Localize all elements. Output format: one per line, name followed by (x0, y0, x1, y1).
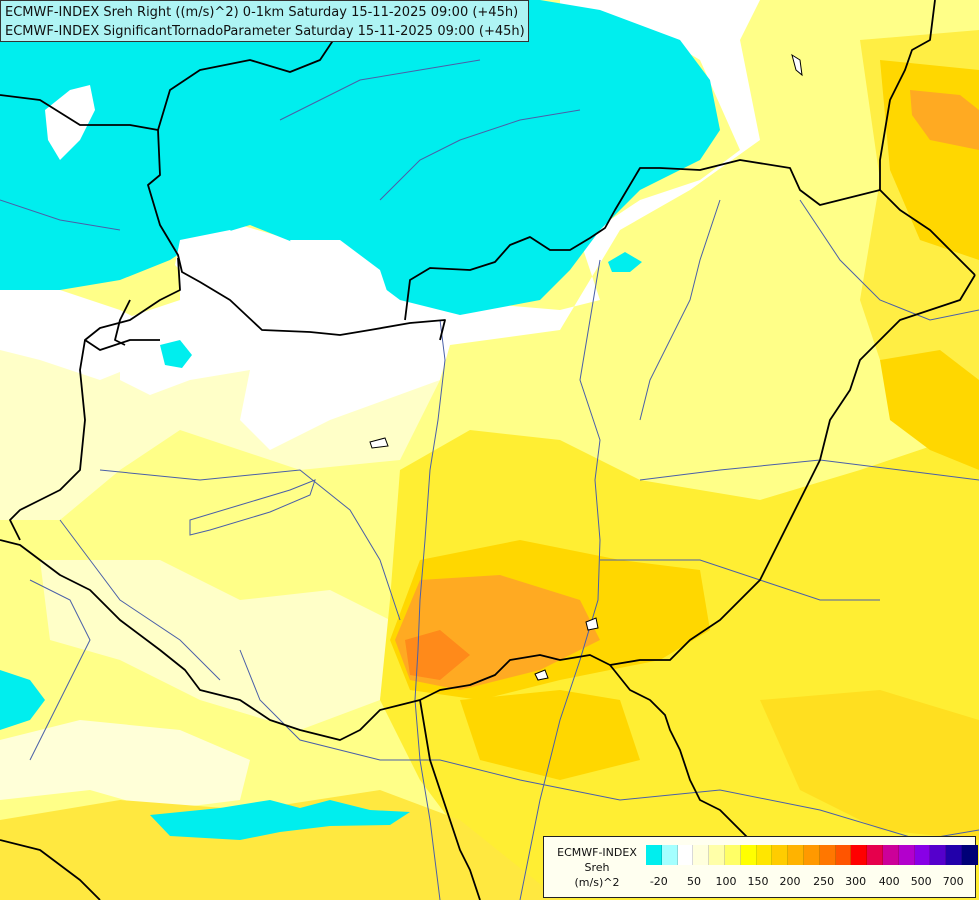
legend-tick: 250 (813, 875, 835, 888)
legend-swatch (740, 845, 757, 865)
legend-tick: 200 (779, 875, 801, 888)
legend-swatch (788, 845, 804, 865)
legend-title: ECMWF-INDEX Sreh (m/s)^2 (548, 845, 646, 890)
color-legend: ECMWF-INDEX Sreh (m/s)^2 -20 50 100 150 200 2… (543, 836, 978, 898)
legend-ticks: -20 50 100 150 200 250 300 400 500 700 (646, 875, 966, 889)
legend-swatch (677, 845, 694, 865)
field-pale-southwest2 (0, 720, 250, 810)
field-white-hole3 (290, 240, 390, 320)
legend-swatch (882, 845, 899, 865)
field-white-hole2 (175, 230, 260, 290)
legend-swatch (709, 845, 725, 865)
field-orange-east (910, 90, 979, 150)
field-cyan-sw (0, 670, 45, 730)
legend-swatch (946, 845, 962, 865)
map-title-box: ECMWF-INDEX Sreh Right ((m/s)^2) 0-1km S… (0, 0, 529, 42)
legend-swatch (693, 845, 710, 865)
field-gold-se (880, 350, 979, 470)
legend-tick: 700 (942, 875, 964, 888)
title-line-2: ECMWF-INDEX SignificantTornadoParameter … (5, 24, 525, 39)
legend-swatch (961, 845, 978, 865)
field-white-hole1 (45, 85, 95, 160)
legend-swatch (819, 845, 836, 865)
legend-swatch (756, 845, 773, 865)
field-cyan-s (150, 800, 410, 840)
field-gold-se2 (760, 690, 979, 840)
legend-swatch (898, 845, 915, 865)
legend-tick: 400 (878, 875, 900, 888)
lakes (369, 53, 803, 681)
legend-tick: 300 (845, 875, 867, 888)
legend-swatch (772, 845, 789, 865)
legend-swatch (851, 845, 868, 865)
field-white-west (0, 280, 160, 380)
legend-parameter: Sreh (584, 861, 610, 874)
legend-swatch (803, 845, 820, 865)
legend-swatch (930, 845, 947, 865)
legend-swatch (835, 845, 852, 865)
legend-unit: (m/s)^2 (574, 876, 620, 889)
legend-swatch (661, 845, 678, 865)
legend-tick: -20 (649, 875, 668, 888)
field-cyan-spot (608, 252, 642, 272)
legend-swatch (914, 845, 931, 865)
legend-swatches (646, 845, 978, 865)
legend-tick: 50 (687, 875, 701, 888)
title-line-1: ECMWF-INDEX Sreh Right ((m/s)^2) 0-1km S… (5, 5, 519, 20)
field-gold-south (460, 690, 640, 780)
legend-tick: 100 (715, 875, 737, 888)
legend-tick: 150 (747, 875, 769, 888)
legend-swatch (646, 845, 662, 865)
legend-tick: 500 (910, 875, 932, 888)
rivers (0, 59, 979, 900)
legend-source: ECMWF-INDEX (557, 846, 637, 859)
field-white-band (120, 0, 979, 450)
field-darkorange (405, 630, 470, 680)
field-cyan-spot2 (160, 340, 192, 368)
legend-swatch (724, 845, 741, 865)
field-cyan-north (0, 0, 720, 315)
field-pale-sw (40, 560, 390, 730)
legend-swatch (867, 845, 883, 865)
field-yellow-south (0, 790, 560, 900)
